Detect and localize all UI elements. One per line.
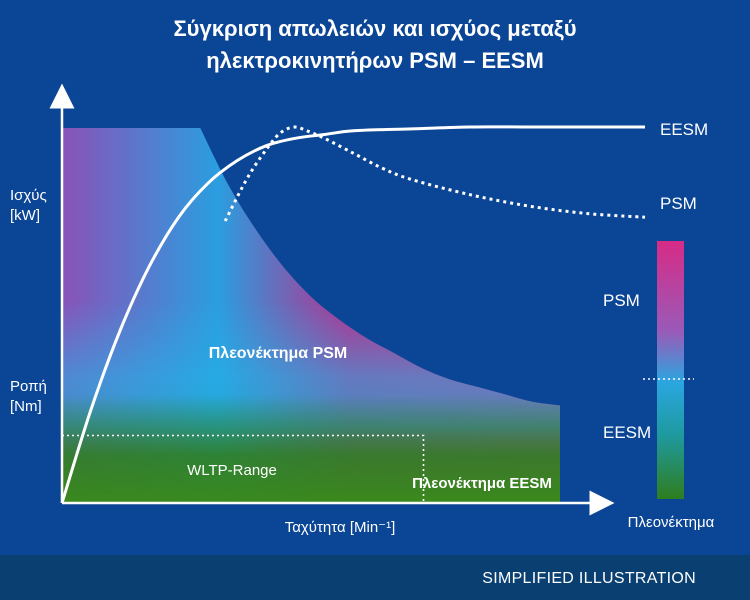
series-label-psm: PSM bbox=[660, 194, 697, 213]
ylabel-bottom-line-1: Ροπή bbox=[10, 378, 47, 395]
colorbar-label-eesm: EESM bbox=[603, 423, 651, 442]
chart-svg: Σύγκριση απωλειών και ισχύος μεταξύ ηλεκ… bbox=[10, 16, 715, 536]
series-label-eesm: EESM bbox=[660, 120, 708, 139]
footer-text: SIMPLIFIED ILLUSTRATION bbox=[482, 570, 696, 587]
footer-bar bbox=[0, 555, 750, 600]
colorbar-label-psm: PSM bbox=[603, 291, 640, 310]
chart-title-line-1: Σύγκριση απωλειών και ισχύος μεταξύ bbox=[173, 16, 576, 41]
series-line-psm bbox=[223, 125, 646, 222]
ylabel-bottom-line-2: [Nm] bbox=[10, 398, 42, 415]
region-label-psm-advantage: Πλεονέκτημα PSM bbox=[209, 345, 348, 362]
region-label-eesm-advantage: Πλεονέκτημα EESM bbox=[412, 475, 552, 492]
colorbar-caption: Πλεονέκτημα bbox=[628, 514, 715, 531]
ylabel-top-line-2: [kW] bbox=[10, 207, 40, 224]
x-axis-label: Ταχύτητα [Min⁻¹] bbox=[285, 519, 396, 536]
chart-title-line-2: ηλεκτροκινητήρων PSM – EESM bbox=[206, 48, 544, 73]
torque-envelope-area bbox=[62, 128, 560, 503]
colorbar bbox=[657, 241, 684, 499]
series-line-eesm bbox=[60, 125, 645, 504]
wltp-range-box bbox=[62, 434, 425, 503]
ylabel-top-line-1: Ισχύς bbox=[10, 187, 47, 204]
region-label-wltp: WLTP-Range bbox=[187, 462, 277, 479]
